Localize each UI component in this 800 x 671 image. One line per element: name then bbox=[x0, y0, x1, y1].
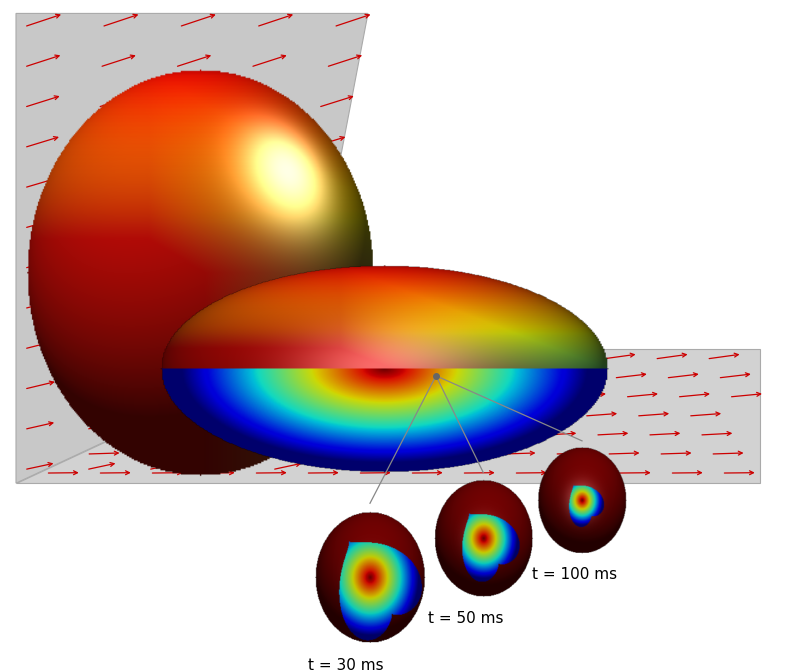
Polygon shape bbox=[16, 349, 760, 483]
Polygon shape bbox=[16, 13, 368, 483]
Text: t = 100 ms: t = 100 ms bbox=[532, 567, 617, 582]
Text: t = 50 ms: t = 50 ms bbox=[428, 611, 503, 625]
Text: t = 30 ms: t = 30 ms bbox=[308, 658, 384, 671]
